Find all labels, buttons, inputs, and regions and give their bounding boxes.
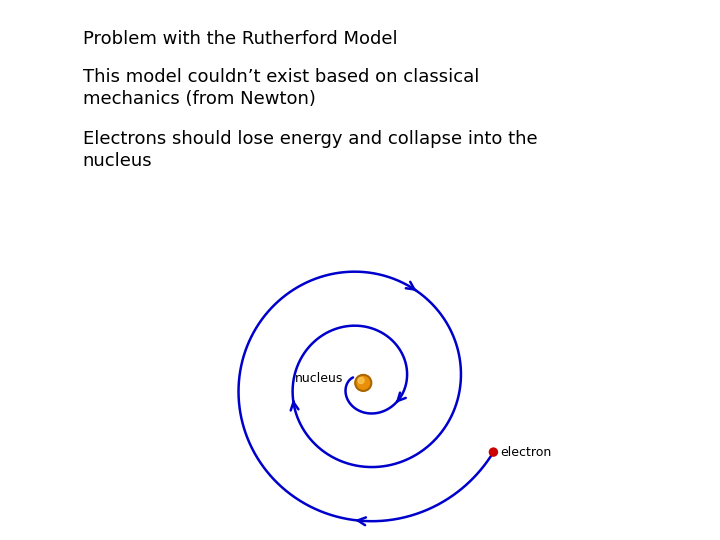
Text: Problem with the Rutherford Model: Problem with the Rutherford Model: [83, 30, 397, 48]
Text: Electrons should lose energy and collapse into the
nucleus: Electrons should lose energy and collaps…: [83, 130, 537, 171]
Circle shape: [490, 448, 498, 456]
Text: nucleus: nucleus: [295, 372, 343, 385]
Text: This model couldn’t exist based on classical
mechanics (from Newton): This model couldn’t exist based on class…: [83, 68, 480, 109]
Circle shape: [358, 377, 364, 383]
Text: electron: electron: [500, 446, 552, 458]
Circle shape: [355, 375, 372, 391]
